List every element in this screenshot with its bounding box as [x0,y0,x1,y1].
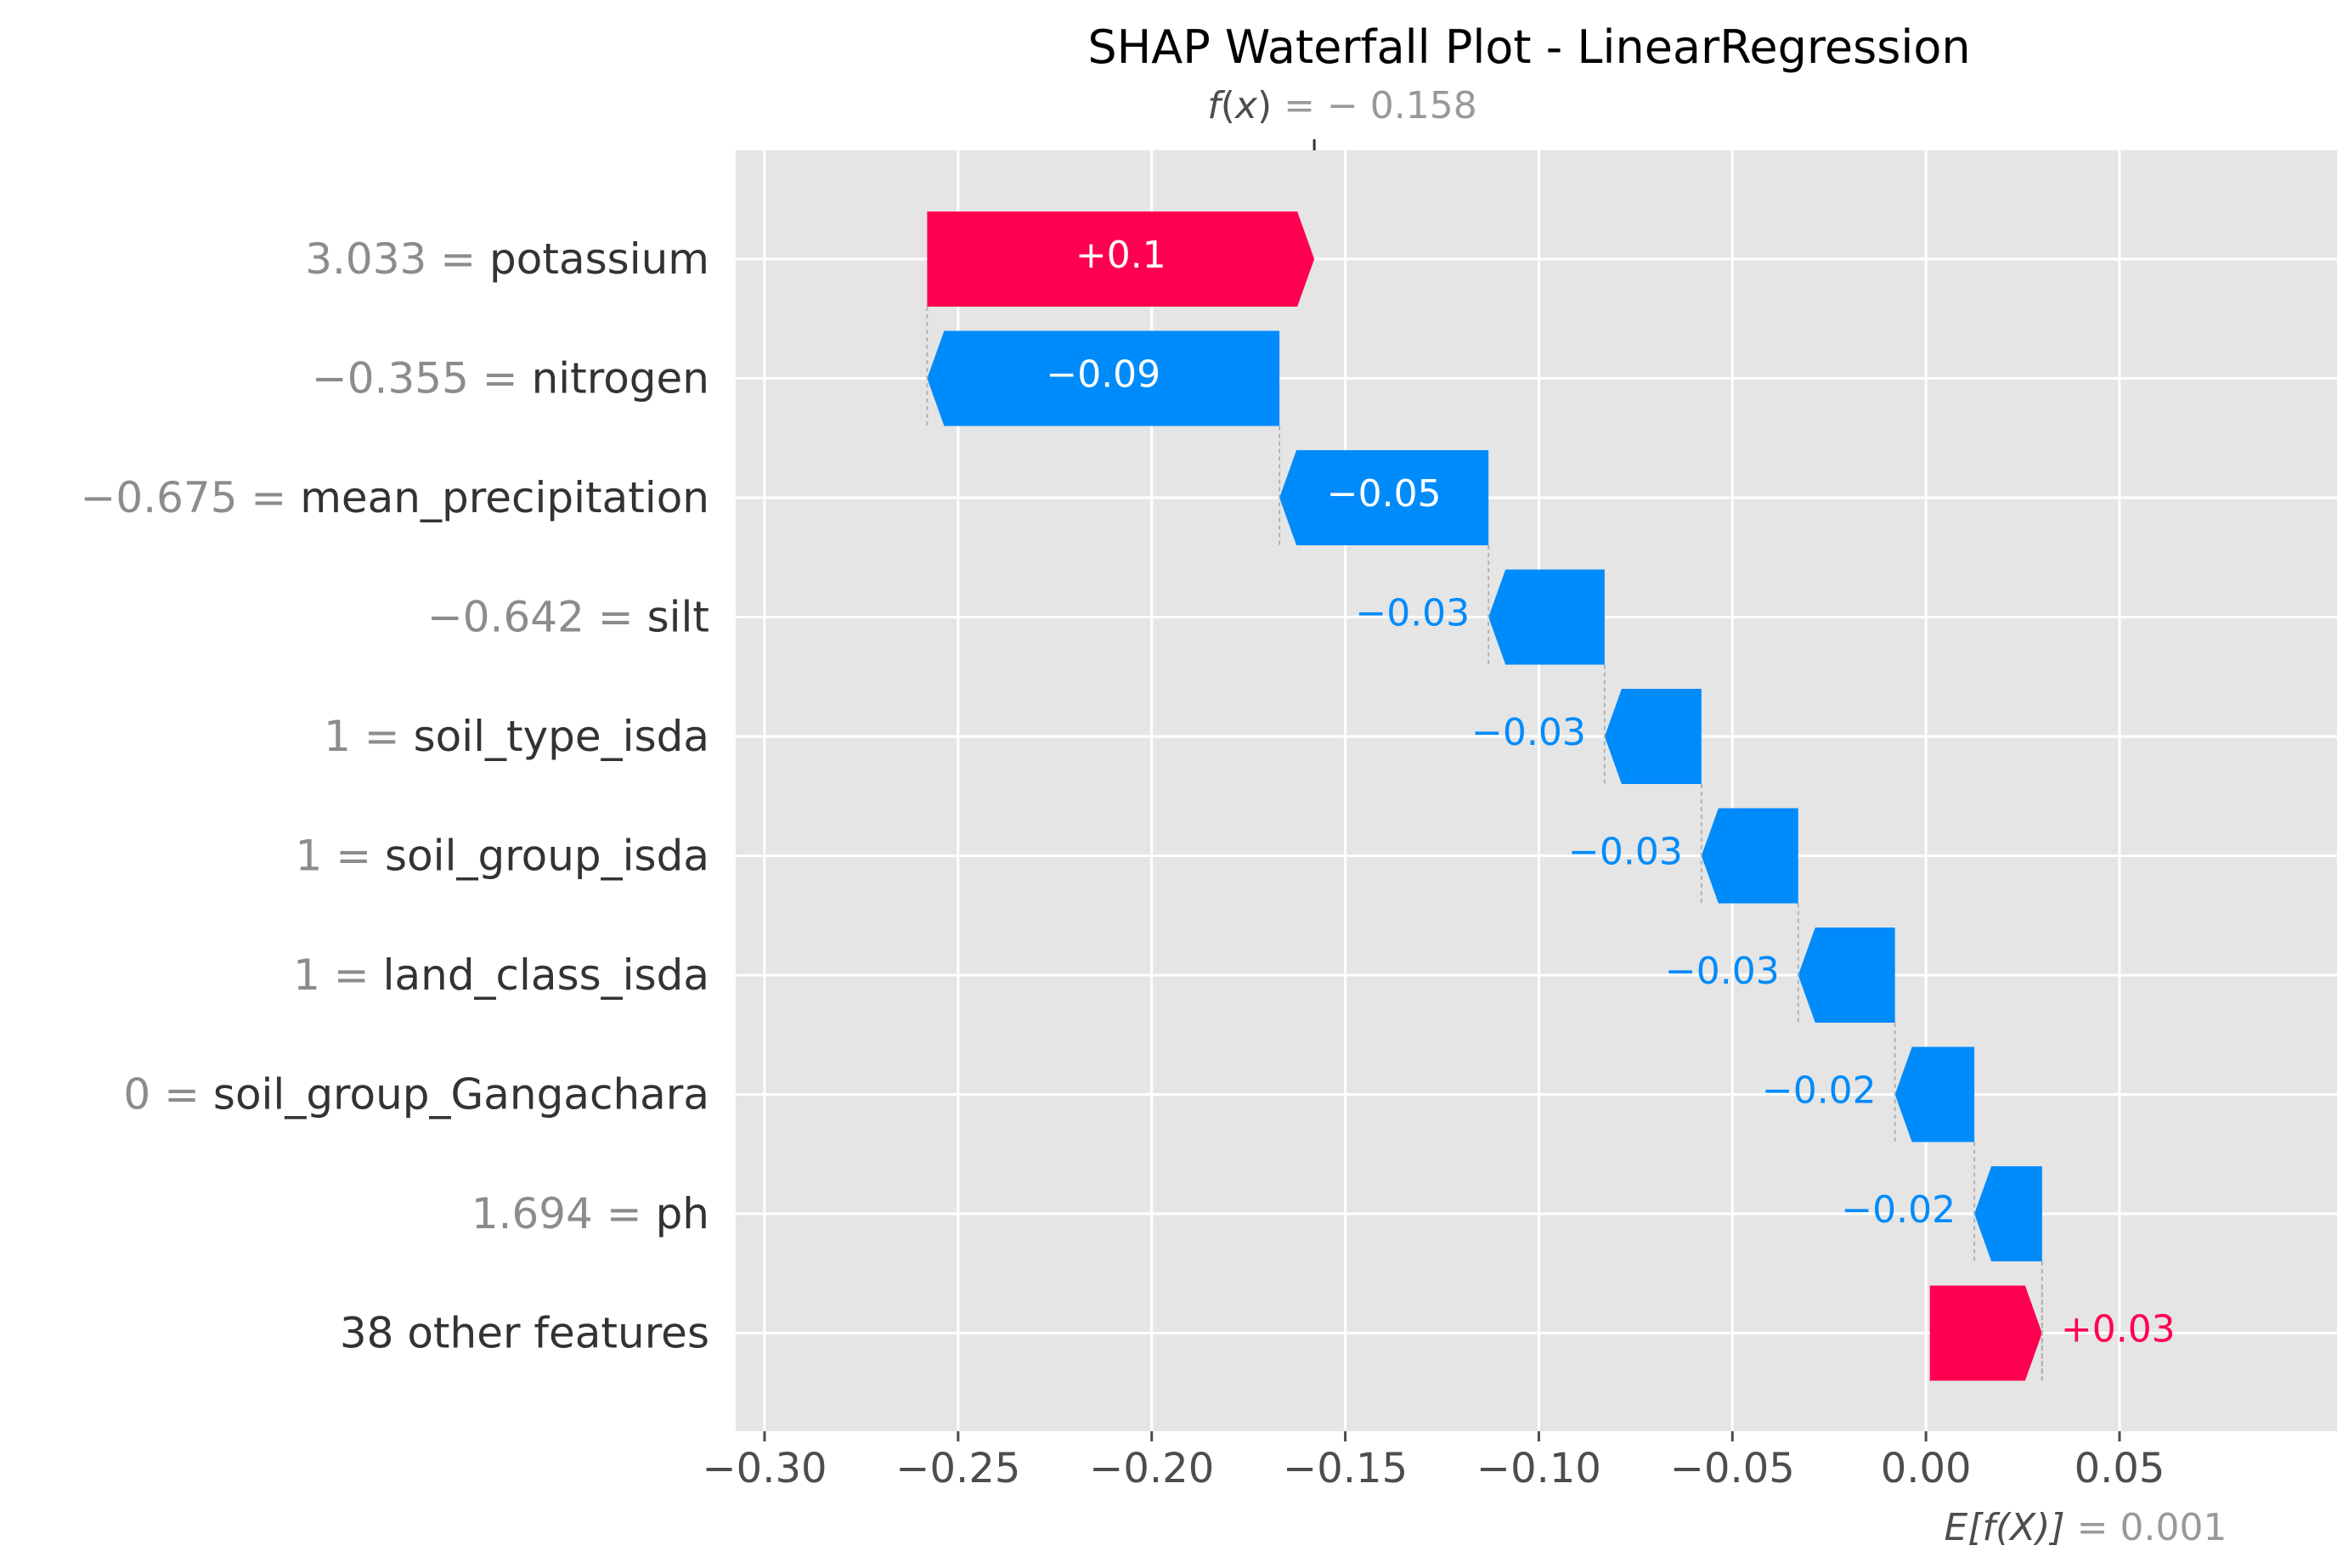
x-tick-label: −0.20 [1089,1445,1214,1492]
feature-labels: 3.033 = potassium −0.355 = nitrogen −0.675… [80,234,709,1358]
feature-label: 1 = soil_type_isda [324,712,709,761]
feature-label: −0.675 = mean_precipitation [80,473,709,522]
feature-name: silt [647,593,709,642]
bar-value-labels: +0.1 −0.09 −0.05 −0.03 −0.03 −0.03 −0.03 −0.02 −… [1046,234,2175,1351]
waterfall-bar [1604,689,1702,784]
base-expectation: E[f(X)] [1945,1506,2065,1549]
waterfall-bar [927,330,1280,426]
feature-value: 1 = [293,950,383,1000]
waterfall-bar [1894,1046,1975,1142]
feature-value: 0 = [123,1070,213,1120]
bar-value-label: −0.02 [1841,1188,1956,1232]
feature-value: 3.033 = [305,234,489,284]
feature-name: ph [656,1189,709,1238]
feature-label: 3.033 = potassium [305,234,709,284]
feature-label: 1 = land_class_isda [293,950,709,1000]
x-tick-label: 0.05 [2075,1445,2165,1492]
bar-value-label: +0.1 [1075,234,1166,277]
feature-name: 38 other features [340,1309,709,1358]
waterfall-bar [1974,1166,2042,1261]
bar-value-label: −0.03 [1355,592,1470,635]
x-tick-label: −0.30 [702,1445,827,1492]
waterfall-bar [1929,1285,2042,1381]
waterfall-bar [1488,569,1605,665]
feature-name: potassium [489,234,709,284]
feature-label: −0.355 = nitrogen [312,354,709,403]
x-axis-ticks: −0.30 −0.25 −0.20 −0.15 −0.10 −0.05 0.00 0.05 [702,1431,2165,1492]
bar-value-label: −0.05 [1327,472,1442,516]
feature-name: land_class_isda [383,950,709,1000]
x-tick-label: −0.10 [1476,1445,1601,1492]
bar-value-label: −0.03 [1568,831,1683,874]
fx-value: = − 0.158 [1284,84,1477,127]
x-tick-label: −0.05 [1670,1445,1795,1492]
feature-label: 0 = soil_group_Gangachara [123,1070,709,1120]
feature-value: 1.694 = [471,1189,656,1238]
bar-value-label: −0.02 [1762,1069,1877,1113]
feature-name: nitrogen [532,354,709,403]
x-tick-label: −0.15 [1283,1445,1408,1492]
waterfall-bar [1701,808,1798,904]
feature-label: −0.642 = silt [427,593,709,642]
x-tick-label: −0.25 [895,1445,1020,1492]
base-value: = 0.001 [2077,1506,2227,1549]
feature-name: soil_type_isda [414,712,709,761]
bar-value-label: −0.03 [1471,711,1586,754]
waterfall-bar [927,212,1315,307]
waterfall-bar [1798,928,1895,1023]
chart-title: SHAP Waterfall Plot - LinearRegression [1087,20,1970,74]
feature-value: 1 = [324,712,414,761]
base-label: E[f(X)] = 0.001 [1945,1506,2227,1549]
fx-label: f(x) = − 0.158 [1207,84,1477,127]
waterfall-bars [927,212,2042,1381]
feature-label: 38 other features [340,1309,709,1358]
feature-name: mean_precipitation [300,473,709,522]
fx-arg: x [1233,84,1258,127]
bar-value-label: +0.03 [2061,1308,2176,1351]
feature-value: −0.355 = [312,354,532,403]
feature-value: −0.642 = [427,593,647,642]
connector-lines [926,307,2043,1381]
bar-value-label: −0.09 [1046,353,1160,397]
feature-name: soil_group_Gangachara [213,1070,709,1120]
feature-value: 1 = [296,832,386,881]
feature-label: 1 = soil_group_isda [296,832,709,881]
feature-value: −0.675 = [80,473,300,522]
x-tick-label: 0.00 [1881,1445,1972,1492]
waterfall-bar [1279,450,1489,545]
feature-name: soil_group_isda [385,832,709,881]
bar-value-label: −0.03 [1665,950,1780,993]
feature-label: 1.694 = ph [471,1189,709,1238]
